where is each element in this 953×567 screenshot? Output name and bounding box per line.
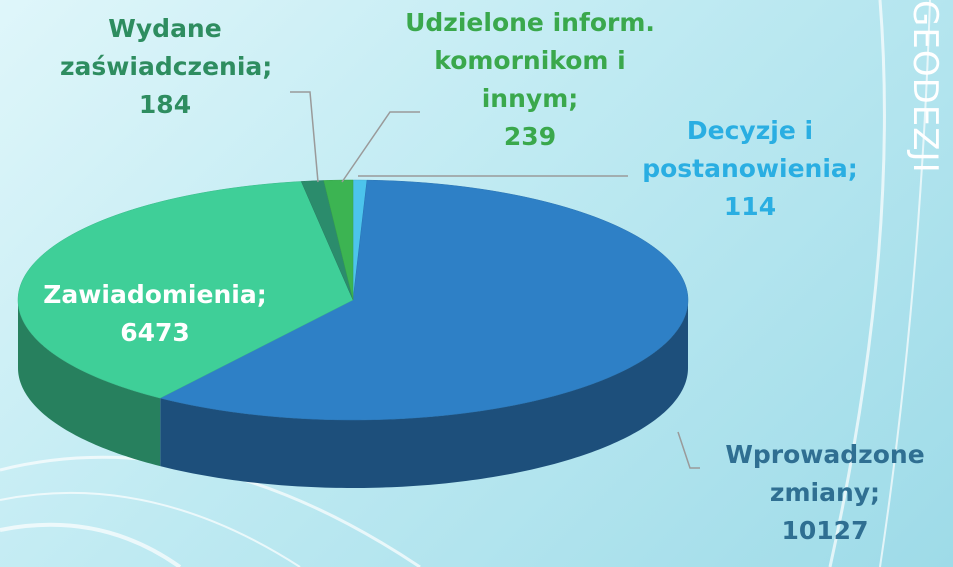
side-title: GEODEZJI bbox=[905, 0, 945, 174]
data-label: Wydane zaświadczenia; 184 bbox=[60, 10, 273, 124]
pie-slice bbox=[17, 181, 354, 399]
pie bbox=[17, 179, 689, 488]
data-label: Wprowadzone zmiany; 10127 bbox=[700, 436, 950, 550]
label-category: Zawiadomienia; bbox=[43, 280, 267, 309]
pie-slice bbox=[159, 179, 689, 421]
label-category: Decyzje i postanowienia; bbox=[642, 116, 858, 183]
label-value: 6473 bbox=[120, 318, 190, 347]
slice-side bbox=[160, 300, 688, 488]
label-value: 114 bbox=[723, 192, 777, 221]
label-category: Wprowadzone zmiany; bbox=[725, 440, 925, 507]
data-label: Zawiadomienia; 6473 bbox=[10, 276, 300, 352]
leader-lines bbox=[290, 91, 700, 469]
label-value: 239 bbox=[503, 122, 557, 151]
label-category: Wydane zaświadczenia; bbox=[60, 14, 273, 81]
label-value: 184 bbox=[138, 90, 192, 119]
pie-slice bbox=[300, 180, 354, 301]
pie-slice bbox=[323, 179, 354, 301]
data-label: Decyzje i postanowienia; 114 bbox=[630, 112, 870, 226]
data-label: Udzielone inform. komornikom i innym; 239 bbox=[385, 4, 675, 156]
label-category: Udzielone inform. komornikom i innym; bbox=[405, 8, 655, 113]
slice-side bbox=[18, 300, 161, 467]
label-value: 10127 bbox=[781, 516, 869, 545]
